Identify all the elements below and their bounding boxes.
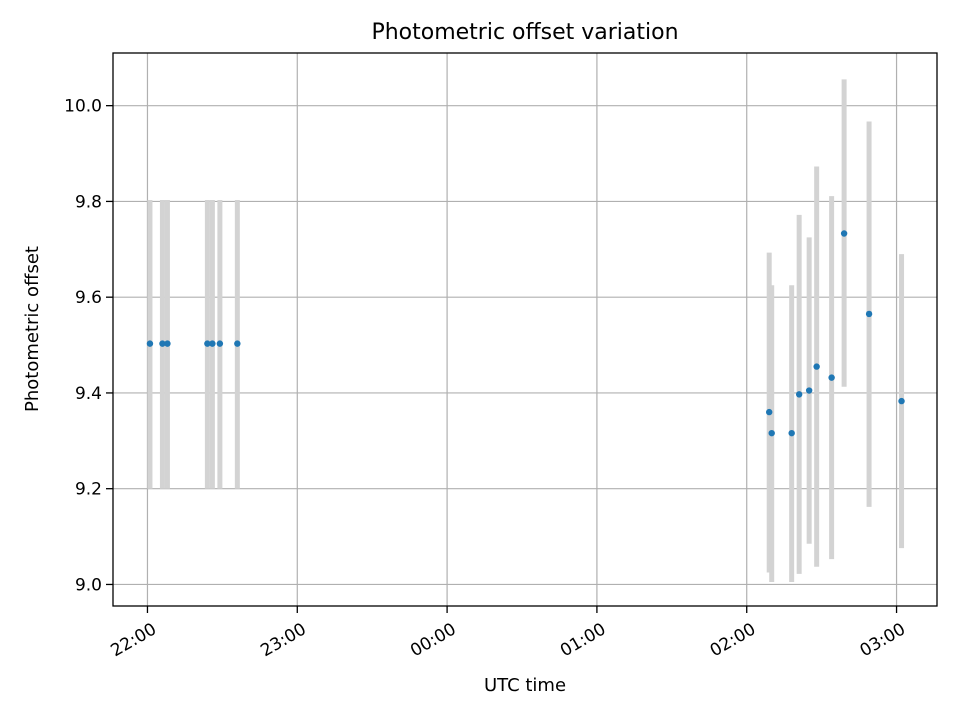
data-point [828, 374, 835, 381]
y-tick-label: 10.0 [64, 97, 102, 117]
data-point [159, 340, 166, 347]
data-point [788, 429, 795, 437]
data-point [216, 340, 224, 347]
point-layer [146, 230, 905, 437]
data-point [898, 397, 905, 405]
plot-frame [112, 52, 938, 607]
chart-title: Photometric offset variation [371, 20, 678, 45]
data-point [805, 387, 813, 394]
data-point [234, 340, 241, 347]
y-tick-label: 9.0 [75, 575, 102, 595]
y-axis-label: Photometric offset [22, 246, 43, 412]
y-tick-label: 9.8 [75, 192, 102, 212]
data-point [164, 340, 171, 347]
y-tick-label: 9.4 [75, 384, 102, 404]
data-point [209, 340, 216, 347]
data-point [813, 363, 820, 370]
data-point [146, 340, 154, 347]
data-point [204, 340, 211, 347]
x-axis-label: UTC time [484, 675, 566, 696]
y-tick-label: 9.2 [75, 480, 102, 500]
data-point [766, 408, 773, 416]
data-point [840, 230, 848, 237]
data-point [795, 391, 803, 398]
y-tick-label: 9.6 [75, 288, 102, 308]
data-point [865, 310, 873, 318]
data-point [768, 429, 775, 437]
